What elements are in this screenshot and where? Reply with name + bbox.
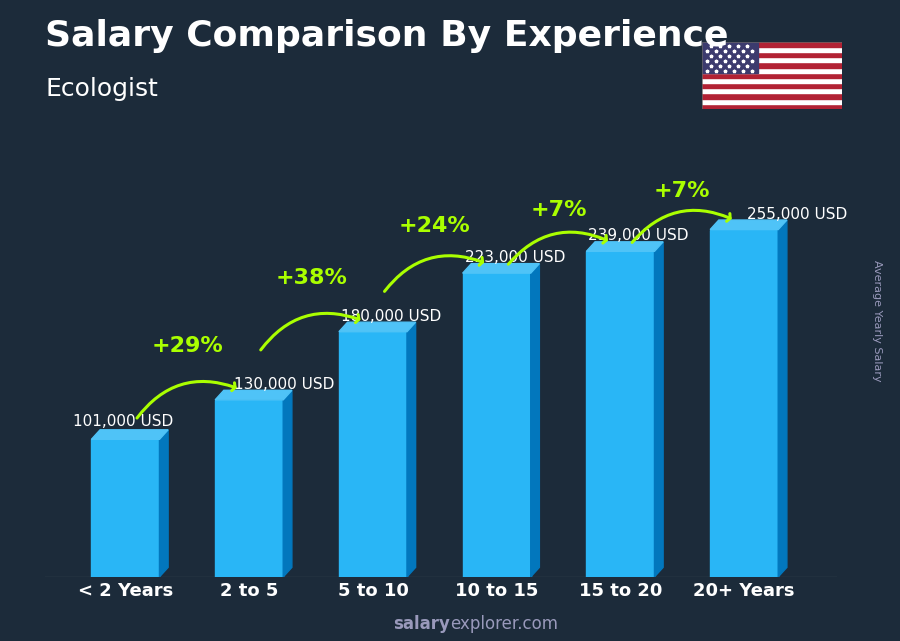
- Polygon shape: [159, 429, 168, 577]
- Polygon shape: [531, 263, 539, 577]
- Bar: [702, 94, 842, 99]
- Polygon shape: [587, 242, 663, 251]
- Bar: [702, 57, 842, 62]
- Bar: [587, 251, 654, 577]
- Bar: [710, 229, 778, 577]
- Polygon shape: [710, 220, 787, 229]
- Text: Ecologist: Ecologist: [45, 77, 158, 101]
- Polygon shape: [215, 390, 292, 400]
- Text: explorer.com: explorer.com: [450, 615, 558, 633]
- Text: +7%: +7%: [530, 200, 587, 220]
- Text: +38%: +38%: [275, 268, 347, 288]
- Text: 255,000 USD: 255,000 USD: [747, 206, 847, 222]
- Bar: [702, 42, 758, 72]
- Bar: [702, 67, 842, 72]
- Text: +7%: +7%: [654, 181, 711, 201]
- Bar: [702, 78, 842, 83]
- Bar: [702, 83, 842, 88]
- Polygon shape: [463, 263, 539, 273]
- Text: +24%: +24%: [399, 217, 471, 237]
- Bar: [463, 273, 531, 577]
- Text: salary: salary: [393, 615, 450, 633]
- Bar: [702, 62, 842, 67]
- Text: 130,000 USD: 130,000 USD: [234, 377, 335, 392]
- Polygon shape: [407, 322, 416, 577]
- Text: 239,000 USD: 239,000 USD: [589, 228, 688, 244]
- Text: Average Yearly Salary: Average Yearly Salary: [872, 260, 883, 381]
- Text: Salary Comparison By Experience: Salary Comparison By Experience: [45, 19, 728, 53]
- Bar: [215, 400, 284, 577]
- Text: +29%: +29%: [151, 337, 223, 356]
- Text: 180,000 USD: 180,000 USD: [341, 309, 441, 324]
- Bar: [92, 439, 159, 577]
- Polygon shape: [778, 220, 787, 577]
- Bar: [702, 42, 842, 47]
- Bar: [702, 52, 842, 57]
- Bar: [702, 88, 842, 94]
- Polygon shape: [654, 242, 663, 577]
- Polygon shape: [339, 322, 416, 332]
- Bar: [702, 99, 842, 104]
- Polygon shape: [284, 390, 292, 577]
- Text: 223,000 USD: 223,000 USD: [464, 250, 565, 265]
- Bar: [702, 72, 842, 78]
- Polygon shape: [92, 429, 168, 439]
- Bar: [339, 332, 407, 577]
- Bar: [702, 47, 842, 52]
- Bar: [702, 104, 842, 109]
- Text: 101,000 USD: 101,000 USD: [74, 413, 174, 429]
